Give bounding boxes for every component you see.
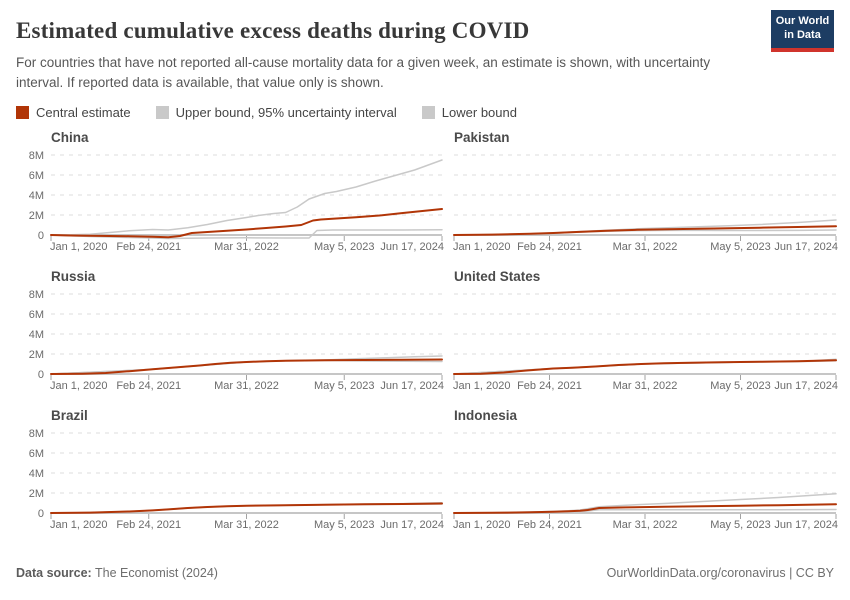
svg-text:8M: 8M xyxy=(29,289,44,301)
svg-text:Feb 24, 2021: Feb 24, 2021 xyxy=(517,519,582,531)
svg-text:8M: 8M xyxy=(29,428,44,440)
chart-title-indonesia: Indonesia xyxy=(454,408,518,424)
svg-text:Jun 17, 2024: Jun 17, 2024 xyxy=(774,241,838,253)
chart-subtitle: For countries that have not reported all… xyxy=(16,55,711,90)
svg-text:Mar 31, 2022: Mar 31, 2022 xyxy=(613,241,678,253)
svg-text:May 5, 2023: May 5, 2023 xyxy=(314,380,375,392)
small-multiples-grid: China 0 2M 4M 6M 8M Jan 1, 2020 Feb 24, 2021 Ma… xyxy=(16,130,838,547)
legend-label-central: Central estimate xyxy=(36,105,131,121)
data-source: Data source: The Economist (2024) xyxy=(16,566,218,580)
svg-text:Mar 31, 2022: Mar 31, 2022 xyxy=(214,519,279,531)
chart-footer: Data source: The Economist (2024) OurWor… xyxy=(16,566,834,580)
svg-text:Jun 17, 2024: Jun 17, 2024 xyxy=(774,380,838,392)
svg-text:6M: 6M xyxy=(29,448,44,460)
legend-item-central: Central estimate xyxy=(16,105,131,120)
svg-text:Mar 31, 2022: Mar 31, 2022 xyxy=(214,241,279,253)
chart-title-pakistan: Pakistan xyxy=(454,130,510,146)
chart-pakistan: Pakistan Jan 1, 2020 Feb 24, 2021 Mar 31, … xyxy=(452,130,838,254)
chart-indonesia: Indonesia Jan 1, 2020 Feb 24, 2021 Mar 31,… xyxy=(452,408,838,532)
lower-bound-swatch xyxy=(421,106,435,120)
svg-text:2M: 2M xyxy=(29,210,44,222)
svg-text:Mar 31, 2022: Mar 31, 2022 xyxy=(613,380,678,392)
svg-text:Jun 17, 2024: Jun 17, 2024 xyxy=(380,241,444,253)
svg-text:May 5, 2023: May 5, 2023 xyxy=(710,241,771,253)
owid-logo-red-bar xyxy=(771,48,834,52)
svg-text:4M: 4M xyxy=(29,468,44,480)
legend-label-lower: Lower bound xyxy=(441,105,517,121)
svg-text:2M: 2M xyxy=(29,488,44,500)
svg-text:Jan 1, 2020: Jan 1, 2020 xyxy=(50,380,108,392)
svg-text:Jan 1, 2020: Jan 1, 2020 xyxy=(453,519,511,531)
svg-text:Feb 24, 2021: Feb 24, 2021 xyxy=(116,241,181,253)
credit-line: OurWorldinData.org/coronavirus | CC BY xyxy=(606,566,834,580)
svg-text:May 5, 2023: May 5, 2023 xyxy=(710,519,771,531)
svg-text:Feb 24, 2021: Feb 24, 2021 xyxy=(517,380,582,392)
chart-title-china: China xyxy=(51,130,89,146)
data-source-value: The Economist (2024) xyxy=(91,566,218,580)
chart-china: China 0 2M 4M 6M 8M Jan 1, 2020 Feb 24, 2021 Ma… xyxy=(16,130,444,254)
chart-title-united-states: United States xyxy=(454,269,541,285)
chart-plot-indonesia: Jan 1, 2020 Feb 24, 2021 Mar 31, 2022 May 5… xyxy=(453,432,838,531)
legend-item-lower: Lower bound xyxy=(421,105,517,121)
svg-text:Mar 31, 2022: Mar 31, 2022 xyxy=(214,380,279,392)
svg-text:May 5, 2023: May 5, 2023 xyxy=(314,519,375,531)
legend-item-upper: Upper bound, 95% uncertainty interval xyxy=(155,105,397,121)
svg-text:Feb 24, 2021: Feb 24, 2021 xyxy=(116,380,181,392)
central-estimate-swatch xyxy=(16,106,29,120)
chart-plot-russia: 0 2M 4M 6M 8M Jan 1, 2020 Feb 24, 2021 Mar 31, … xyxy=(29,289,444,392)
chart-title-brazil: Brazil xyxy=(51,408,88,424)
page-title: Estimated cumulative excess deaths durin… xyxy=(16,18,530,43)
svg-text:Mar 31, 2022: Mar 31, 2022 xyxy=(613,519,678,531)
svg-text:4M: 4M xyxy=(29,190,44,202)
svg-text:0: 0 xyxy=(38,508,44,520)
svg-text:6M: 6M xyxy=(29,309,44,321)
owid-logo-line2: in Data xyxy=(784,29,821,41)
svg-text:Jan 1, 2020: Jan 1, 2020 xyxy=(50,519,108,531)
upper-bound-swatch xyxy=(155,106,169,120)
owid-logo-box: Our World in Data xyxy=(771,10,834,48)
chart-plot-china: 0 2M 4M 6M 8M Jan 1, 2020 Feb 24, 2021 Mar 31, … xyxy=(29,150,444,253)
svg-text:May 5, 2023: May 5, 2023 xyxy=(314,241,375,253)
svg-text:Jun 17, 2024: Jun 17, 2024 xyxy=(774,519,838,531)
svg-text:0: 0 xyxy=(38,230,44,242)
svg-text:2M: 2M xyxy=(29,349,44,361)
svg-text:0: 0 xyxy=(38,369,44,381)
svg-text:4M: 4M xyxy=(29,329,44,341)
chart-brazil: Brazil 0 2M 4M 6M 8M Jan 1, 2020 Feb 24, 2021 M… xyxy=(16,408,444,532)
svg-text:6M: 6M xyxy=(29,170,44,182)
svg-text:Jan 1, 2020: Jan 1, 2020 xyxy=(453,380,511,392)
svg-text:8M: 8M xyxy=(29,150,44,162)
svg-text:Jun 17, 2024: Jun 17, 2024 xyxy=(380,380,444,392)
owid-logo: Our World in Data xyxy=(771,10,834,52)
svg-text:Jan 1, 2020: Jan 1, 2020 xyxy=(50,241,108,253)
chart-plot-united-states: Jan 1, 2020 Feb 24, 2021 Mar 31, 2022 May 5… xyxy=(453,293,838,392)
chart-title-russia: Russia xyxy=(51,269,96,285)
svg-text:Feb 24, 2021: Feb 24, 2021 xyxy=(116,519,181,531)
legend: Central estimate Upper bound, 95% uncert… xyxy=(16,105,834,120)
owid-logo-line1: Our World xyxy=(775,15,830,28)
chart-page: Our World in Data Estimated cumulative e… xyxy=(16,10,838,580)
chart-plot-pakistan: Jan 1, 2020 Feb 24, 2021 Mar 31, 2022 May 5… xyxy=(453,154,838,253)
chart-united-states: United States Jan 1, 2020 Feb 24, 2021 Mar… xyxy=(452,269,838,393)
legend-label-upper: Upper bound, 95% uncertainty interval xyxy=(175,105,397,121)
svg-text:Feb 24, 2021: Feb 24, 2021 xyxy=(517,241,582,253)
svg-text:Jan 1, 2020: Jan 1, 2020 xyxy=(453,241,511,253)
data-source-label: Data source: xyxy=(16,566,92,580)
svg-text:May 5, 2023: May 5, 2023 xyxy=(710,380,771,392)
chart-russia: Russia 0 2M 4M 6M 8M Jan 1, 2020 Feb 24, 2021 M… xyxy=(16,269,444,393)
chart-plot-brazil: 0 2M 4M 6M 8M Jan 1, 2020 Feb 24, 2021 Mar 31, … xyxy=(29,428,444,531)
svg-text:Jun 17, 2024: Jun 17, 2024 xyxy=(380,519,444,531)
